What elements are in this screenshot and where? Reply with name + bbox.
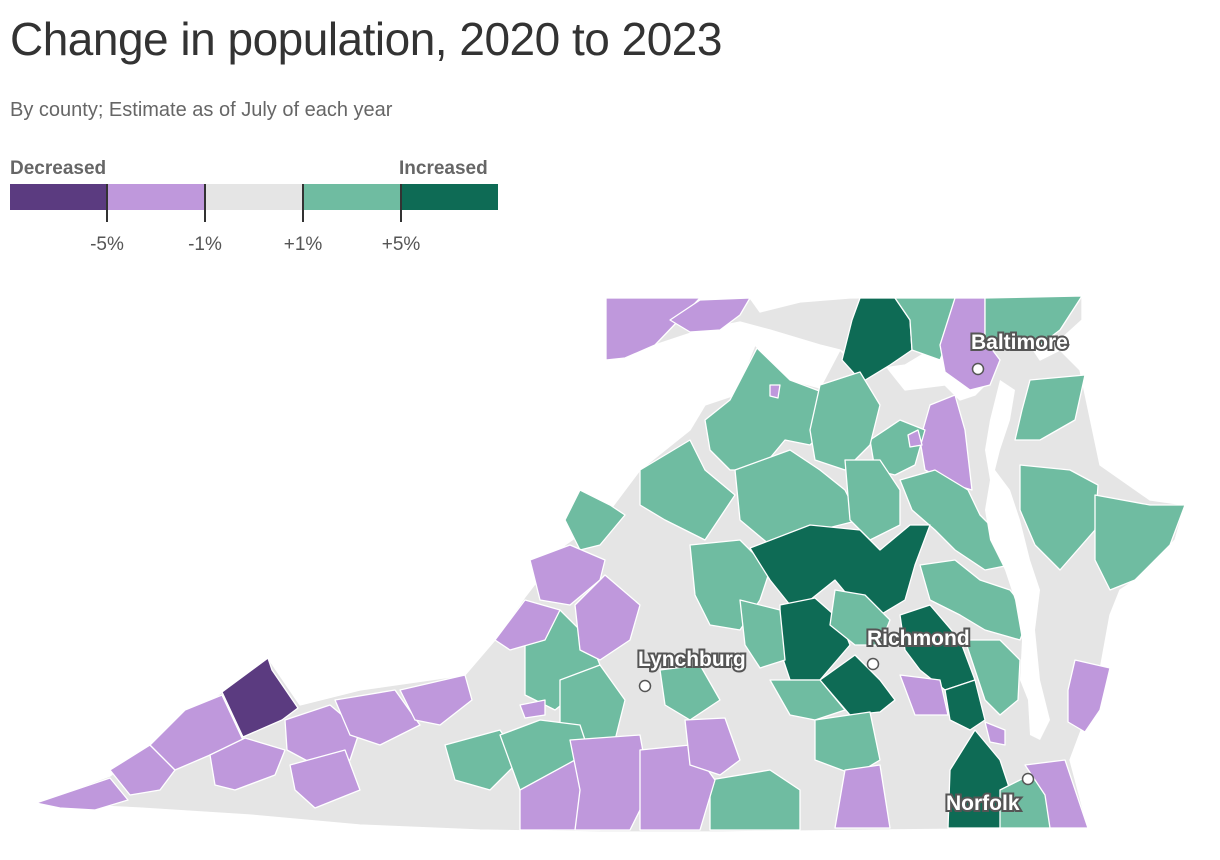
region-decrease — [769, 384, 781, 399]
city-marker — [971, 362, 985, 376]
city-markers — [638, 362, 1035, 786]
legend-tick-mark — [106, 184, 108, 222]
legend-swatch-strong-decrease — [10, 184, 108, 210]
legend-swatch-decrease — [107, 184, 205, 210]
region-decrease — [399, 674, 473, 726]
legend-tick-label: -5% — [90, 234, 124, 255]
region-decrease — [684, 717, 741, 776]
legend-tick-label: +5% — [381, 234, 421, 255]
region-decrease — [574, 574, 641, 661]
region-decrease — [605, 297, 701, 361]
chesapeake-bay — [985, 380, 1050, 740]
region-decrease — [669, 297, 751, 333]
legend-tick-label: +1% — [283, 234, 323, 255]
city-marker — [1021, 772, 1035, 786]
region-increase — [444, 729, 521, 791]
legend-swatch-increase — [302, 184, 400, 210]
region-increase — [739, 599, 786, 669]
region-increase — [769, 679, 846, 721]
chart-title: Change in population, 2020 to 2023 — [10, 13, 722, 65]
legend-tick-mark — [302, 184, 304, 222]
region-increase — [1019, 464, 1099, 571]
region-increase — [844, 459, 901, 541]
city-label-lynchburg: Lynchburg — [638, 648, 746, 671]
region-increase — [964, 639, 1021, 716]
color-legend: Decreased Increased -5% -1% +1% +5% — [10, 156, 510, 256]
region-decrease — [907, 429, 923, 448]
legend-tick-mark — [204, 184, 206, 222]
choropleth-map: Baltimore Lynchburg Richmond Norfolk — [0, 280, 1220, 860]
region-decrease — [1067, 659, 1111, 733]
region-increase — [1014, 374, 1086, 441]
city-marker — [866, 657, 880, 671]
region-decrease — [109, 744, 176, 796]
city-marker — [638, 679, 652, 693]
region-increase — [659, 664, 721, 721]
legend-swatch-strong-increase — [400, 184, 498, 210]
city-labels: Baltimore Lynchburg Richmond Norfolk — [636, 329, 1070, 817]
city-label-richmond: Richmond — [867, 627, 970, 650]
region-increase — [809, 371, 881, 471]
region-decrease — [209, 737, 286, 791]
city-label-norfolk: Norfolk — [946, 792, 1020, 815]
region-increase — [709, 769, 801, 831]
region-decrease — [334, 689, 421, 746]
legend-decreased-label: Decreased — [10, 158, 107, 179]
region-decrease — [569, 734, 651, 831]
region-decrease — [289, 749, 361, 809]
region-decrease — [834, 764, 891, 829]
region-decrease — [35, 777, 129, 811]
region-increase — [639, 439, 736, 541]
region-increase — [984, 295, 1083, 346]
chart-subtitle: By county; Estimate as of July of each y… — [10, 99, 393, 121]
legend-tick-mark — [400, 184, 402, 222]
region-increase — [829, 589, 891, 646]
region-increase — [1094, 494, 1186, 591]
region-strong-decrease — [221, 657, 299, 738]
region-decrease — [284, 704, 361, 766]
legend-swatch-neutral — [205, 184, 303, 210]
region-decrease — [494, 599, 561, 651]
city-label-baltimore: Baltimore — [971, 331, 1068, 354]
legend-increased-label: Increased — [399, 158, 488, 179]
region-decrease — [899, 674, 949, 716]
legend-color-bar — [10, 184, 498, 210]
region-strong-increase — [944, 679, 986, 731]
legend-tick-label: -1% — [188, 234, 222, 255]
region-decrease — [519, 699, 546, 719]
region-increase — [704, 347, 831, 471]
region-decrease — [1024, 759, 1089, 829]
region-decrease — [984, 721, 1006, 746]
